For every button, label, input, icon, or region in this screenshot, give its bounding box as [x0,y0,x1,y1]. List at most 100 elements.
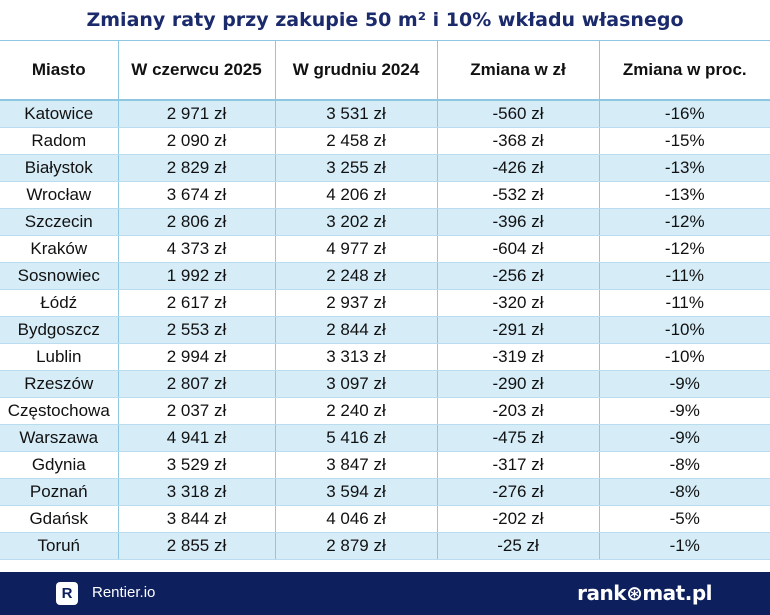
table-cell: 2 829 zł [118,154,276,182]
table-title: Zmiany raty przy zakupie 50 m² i 10% wkł… [86,9,684,31]
table-cell: -9% [599,370,770,398]
table-cell: -202 zł [437,505,600,533]
table-cell: 2 844 zł [275,316,438,344]
table-row: Katowice 2 971 zł 3 531 zł -560 zł -16% [0,100,770,128]
data-table: Miasto W czerwcu 2025 W grudniu 2024 Zmi… [0,40,770,560]
header-row: Miasto W czerwcu 2025 W grudniu 2024 Zmi… [0,40,770,101]
table-cell: 3 594 zł [275,478,438,506]
table-cell: -317 zł [437,451,600,479]
table-row: Warszawa 4 941 zł 5 416 zł -475 zł -9% [0,424,770,452]
table-cell: 4 977 zł [275,235,438,263]
table-cell: 2 971 zł [118,100,276,128]
table-cell: -12% [599,208,770,236]
table-cell: -8% [599,478,770,506]
rentier-logo: R [56,582,78,605]
table-row: Szczecin 2 806 zł 3 202 zł -396 zł -12% [0,208,770,236]
table-row: Bydgoszcz 2 553 zł 2 844 zł -291 zł -10% [0,316,770,344]
table-cell: Częstochowa [0,397,119,425]
table-cell: 2 458 zł [275,127,438,155]
table-cell: 3 313 zł [275,343,438,371]
table-cell: 2 855 zł [118,532,276,560]
table-cell: -9% [599,397,770,425]
table-cell: 2 617 zł [118,289,276,317]
table-cell: Wrocław [0,181,119,209]
table-cell: -475 zł [437,424,600,452]
column-header: Zmiana w proc. [599,40,770,101]
table-cell: 2 037 zł [118,397,276,425]
table-cell: -25 zł [437,532,600,560]
table-row: Kraków 4 373 zł 4 977 zł -604 zł -12% [0,235,770,263]
table-row: Lublin 2 994 zł 3 313 zł -319 zł -10% [0,343,770,371]
table-cell: Rzeszów [0,370,119,398]
table-cell: -15% [599,127,770,155]
table-row: Gdańsk 3 844 zł 4 046 zł -202 zł -5% [0,505,770,533]
table-cell: Radom [0,127,119,155]
table-cell: 3 674 zł [118,181,276,209]
table-row: Wrocław 3 674 zł 4 206 zł -532 zł -13% [0,181,770,209]
table-row: Gdynia 3 529 zł 3 847 zł -317 zł -8% [0,451,770,479]
footer-bar: R Rentier.io rank⊛mat.pl [0,572,770,615]
table-cell: 4 373 zł [118,235,276,263]
table-cell: -203 zł [437,397,600,425]
table-cell: 3 255 zł [275,154,438,182]
table-row: Łódź 2 617 zł 2 937 zł -320 zł -11% [0,289,770,317]
table-cell: 3 847 zł [275,451,438,479]
table-cell: -12% [599,235,770,263]
table-cell: Sosnowiec [0,262,119,290]
table-cell: Kraków [0,235,119,263]
table-cell: -11% [599,262,770,290]
table-cell: 2 090 zł [118,127,276,155]
table-cell: 2 806 zł [118,208,276,236]
table-cell: 2 248 zł [275,262,438,290]
table-cell: Łódź [0,289,119,317]
table-cell: 3 529 zł [118,451,276,479]
table-cell: 5 416 zł [275,424,438,452]
table-cell: -256 zł [437,262,600,290]
table-cell: Białystok [0,154,119,182]
table-row: Rzeszów 2 807 zł 3 097 zł -290 zł -9% [0,370,770,398]
table-cell: -291 zł [437,316,600,344]
table-cell: -426 zł [437,154,600,182]
table-cell: Gdynia [0,451,119,479]
table-cell: 2 807 zł [118,370,276,398]
rankomat-logo: rank⊛mat.pl [577,581,712,605]
table-cell: 4 941 zł [118,424,276,452]
table-cell: -319 zł [437,343,600,371]
table-cell: -10% [599,316,770,344]
column-header: W czerwcu 2025 [118,40,276,101]
table-cell: -8% [599,451,770,479]
table-cell: 1 992 zł [118,262,276,290]
table-cell: 3 531 zł [275,100,438,128]
table-cell: 2 937 zł [275,289,438,317]
table-cell: -11% [599,289,770,317]
table-cell: Toruń [0,532,119,560]
rentier-brand: Rentier.io [92,584,156,601]
table-cell: -13% [599,154,770,182]
table-row: Sosnowiec 1 992 zł 2 248 zł -256 zł -11% [0,262,770,290]
table-cell: -532 zł [437,181,600,209]
table-cell: -10% [599,343,770,371]
column-header: Zmiana w zł [437,40,600,101]
table-cell: -276 zł [437,478,600,506]
table-cell: Gdańsk [0,505,119,533]
table-cell: -320 zł [437,289,600,317]
table-cell: -396 zł [437,208,600,236]
table-cell: -13% [599,181,770,209]
table-cell: Katowice [0,100,119,128]
table-row: Białystok 2 829 zł 3 255 zł -426 zł -13% [0,154,770,182]
table-cell: 2 553 zł [118,316,276,344]
table-row: Poznań 3 318 zł 3 594 zł -276 zł -8% [0,478,770,506]
table-cell: Bydgoszcz [0,316,119,344]
table-cell: -16% [599,100,770,128]
table-cell: -368 zł [437,127,600,155]
table-cell: 2 994 zł [118,343,276,371]
table-cell: 3 844 zł [118,505,276,533]
table-cell: 3 097 zł [275,370,438,398]
table-body: Katowice 2 971 zł 3 531 zł -560 zł -16% Radom… [0,100,770,560]
table-cell: 3 318 zł [118,478,276,506]
table-cell: -290 zł [437,370,600,398]
table-row: Częstochowa 2 037 zł 2 240 zł -203 zł -9% [0,397,770,425]
table-cell: 4 046 zł [275,505,438,533]
table-cell: -604 zł [437,235,600,263]
table-cell: Warszawa [0,424,119,452]
